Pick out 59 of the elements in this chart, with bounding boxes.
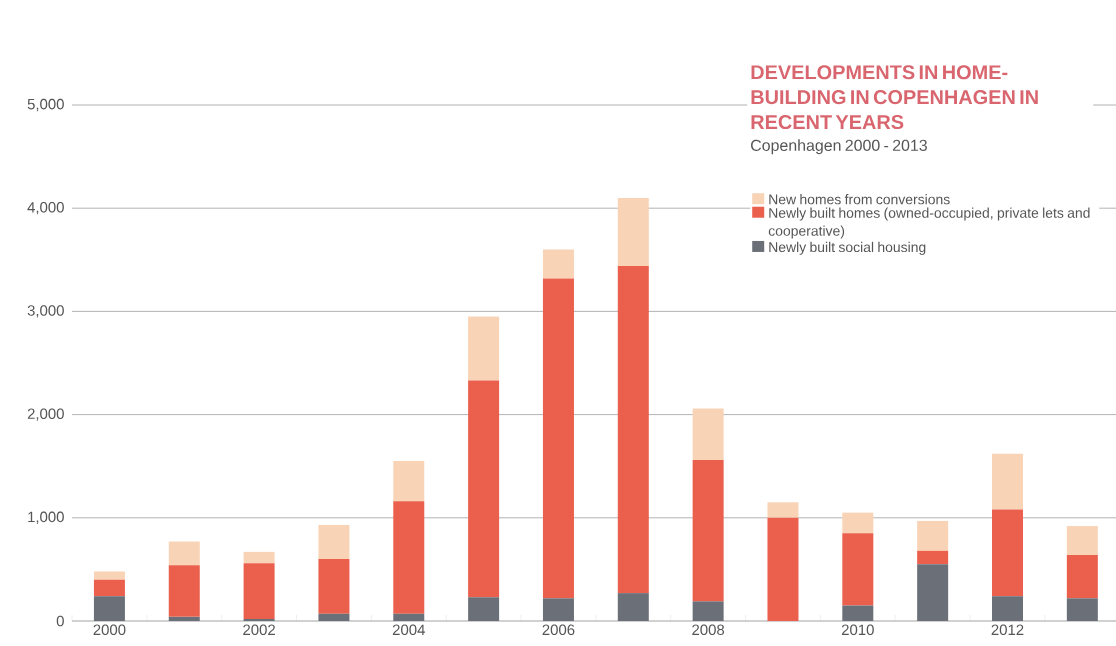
bar xyxy=(692,408,724,461)
y-tick-label: 2,000 xyxy=(27,408,64,421)
bar xyxy=(1066,598,1098,621)
bar xyxy=(168,565,200,617)
bar xyxy=(542,598,574,621)
bar xyxy=(168,541,200,566)
bar xyxy=(767,517,799,621)
bar xyxy=(318,525,350,560)
bar xyxy=(393,501,425,614)
bar xyxy=(842,533,874,606)
x-tick-label: 2000 xyxy=(93,624,126,636)
x-tick-label: 2002 xyxy=(243,624,275,636)
bar xyxy=(917,564,949,621)
bar xyxy=(243,618,275,621)
bar xyxy=(842,605,874,621)
y-tick-label: 4,000 xyxy=(27,202,64,215)
bar xyxy=(917,520,949,551)
x-tick-label: 2008 xyxy=(692,624,725,636)
bar xyxy=(1066,554,1098,599)
text: Copenhagen 2000 - 2013 xyxy=(751,139,927,155)
bar xyxy=(393,613,425,621)
legend-label: New homes from conversions xyxy=(769,194,950,205)
bar xyxy=(991,596,1023,621)
x-tick-label: 2004 xyxy=(392,624,425,636)
bar xyxy=(93,579,125,597)
chart-title: DEVELOPMENTS IN HOME-BUILDING IN COPENHAGEN IN RECENT YEARS xyxy=(751,65,1038,130)
y-tick-label: 3,000 xyxy=(27,305,64,318)
bar xyxy=(93,571,125,580)
bar xyxy=(393,461,425,502)
bar xyxy=(991,453,1023,510)
bar xyxy=(617,265,649,594)
bar xyxy=(1066,526,1098,555)
bar xyxy=(542,249,574,279)
y-tick-label: 5,000 xyxy=(27,98,64,112)
y-tick-label: 1,000 xyxy=(28,511,64,524)
bar xyxy=(318,559,350,614)
bar xyxy=(767,502,799,518)
bar xyxy=(243,551,275,564)
bar xyxy=(692,460,724,602)
legend-label: Newly built social housing xyxy=(769,241,926,255)
bar xyxy=(617,197,649,266)
bar xyxy=(542,278,574,599)
x-tick-label: 2012 xyxy=(991,624,1024,636)
bar xyxy=(917,550,949,565)
bar xyxy=(617,593,649,621)
bar xyxy=(842,512,874,534)
bar xyxy=(468,316,500,381)
bar xyxy=(468,597,500,621)
y-tick-label: 0 xyxy=(56,615,64,627)
bar xyxy=(692,601,724,621)
bar xyxy=(243,563,275,619)
legend-label: Newly built homes (owned-occupied, private lets and cooperative) xyxy=(768,207,1090,239)
bar xyxy=(468,380,500,598)
bar xyxy=(93,596,125,621)
bar xyxy=(991,509,1023,597)
x-tick-label: 2006 xyxy=(542,624,575,636)
bar xyxy=(318,613,350,621)
bar xyxy=(168,616,200,621)
x-tick-label: 2010 xyxy=(841,624,874,636)
